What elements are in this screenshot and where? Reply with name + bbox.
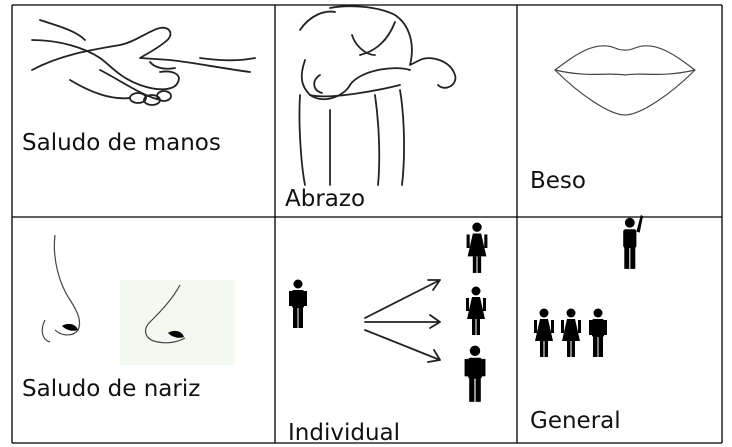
caption: Individual bbox=[288, 420, 400, 446]
caption: Saludo de nariz bbox=[22, 376, 200, 402]
handshake-image bbox=[31, 19, 256, 106]
noses-image bbox=[41, 234, 235, 365]
table-grid bbox=[11, 4, 723, 444]
hug-image bbox=[298, 5, 457, 186]
caption: General bbox=[530, 408, 621, 434]
lips-image bbox=[554, 45, 696, 116]
caption: Abrazo bbox=[285, 186, 365, 212]
general-image bbox=[534, 215, 643, 357]
caption: Saludo de manos bbox=[22, 130, 221, 156]
individual-image bbox=[289, 222, 488, 402]
caption: Beso bbox=[530, 168, 586, 194]
